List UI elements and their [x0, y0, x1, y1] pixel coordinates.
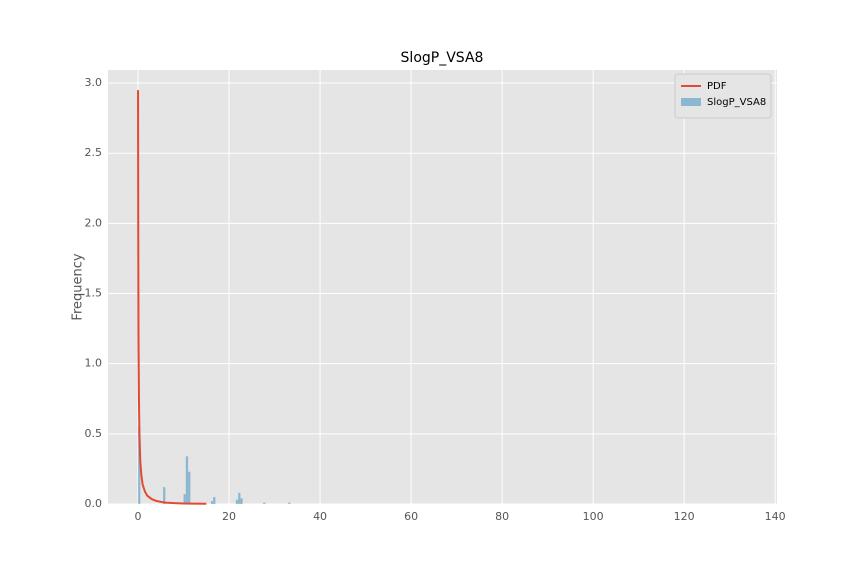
- legend-label: PDF: [707, 81, 727, 92]
- chart-title: SlogP_VSA8: [401, 50, 484, 66]
- histogram-bar: [185, 456, 189, 504]
- x-tick-label: 20: [222, 510, 236, 523]
- histogram-bar: [288, 502, 291, 504]
- x-tick-label: 120: [674, 510, 695, 523]
- y-tick-label: 1.5: [85, 287, 103, 300]
- histogram-bar: [183, 494, 186, 504]
- x-tick-label: 80: [495, 510, 509, 523]
- histogram-bar: [213, 496, 216, 504]
- y-tick-label: 0.5: [85, 427, 103, 440]
- histogram-bar: [263, 502, 266, 504]
- y-tick-label: 2.5: [85, 146, 103, 159]
- x-tick-label: 140: [765, 510, 786, 523]
- legend-swatch: [681, 98, 701, 106]
- x-tick-label: 0: [135, 510, 142, 523]
- y-tick-label: 1.0: [85, 357, 103, 370]
- histogram-bar: [235, 499, 239, 504]
- histogram-bar: [238, 492, 241, 504]
- legend-label: SlogP_VSA8: [707, 97, 766, 108]
- histogram-bar: [138, 426, 141, 504]
- y-tick-label: 3.0: [85, 76, 103, 89]
- histogram-bar: [240, 498, 243, 504]
- histogram-bar: [163, 487, 166, 504]
- y-tick-label: 2.0: [85, 216, 103, 229]
- y-axis-label: Frequency: [71, 253, 86, 320]
- plot-area: [108, 70, 777, 504]
- x-tick-label: 60: [404, 510, 418, 523]
- histogram-bar: [210, 501, 214, 504]
- x-tick-label: 40: [313, 510, 327, 523]
- pdf-line: [137, 90, 207, 505]
- histogram-bar: [188, 471, 191, 504]
- x-tick-label: 100: [583, 510, 604, 523]
- y-tick-label: 0.0: [85, 497, 103, 510]
